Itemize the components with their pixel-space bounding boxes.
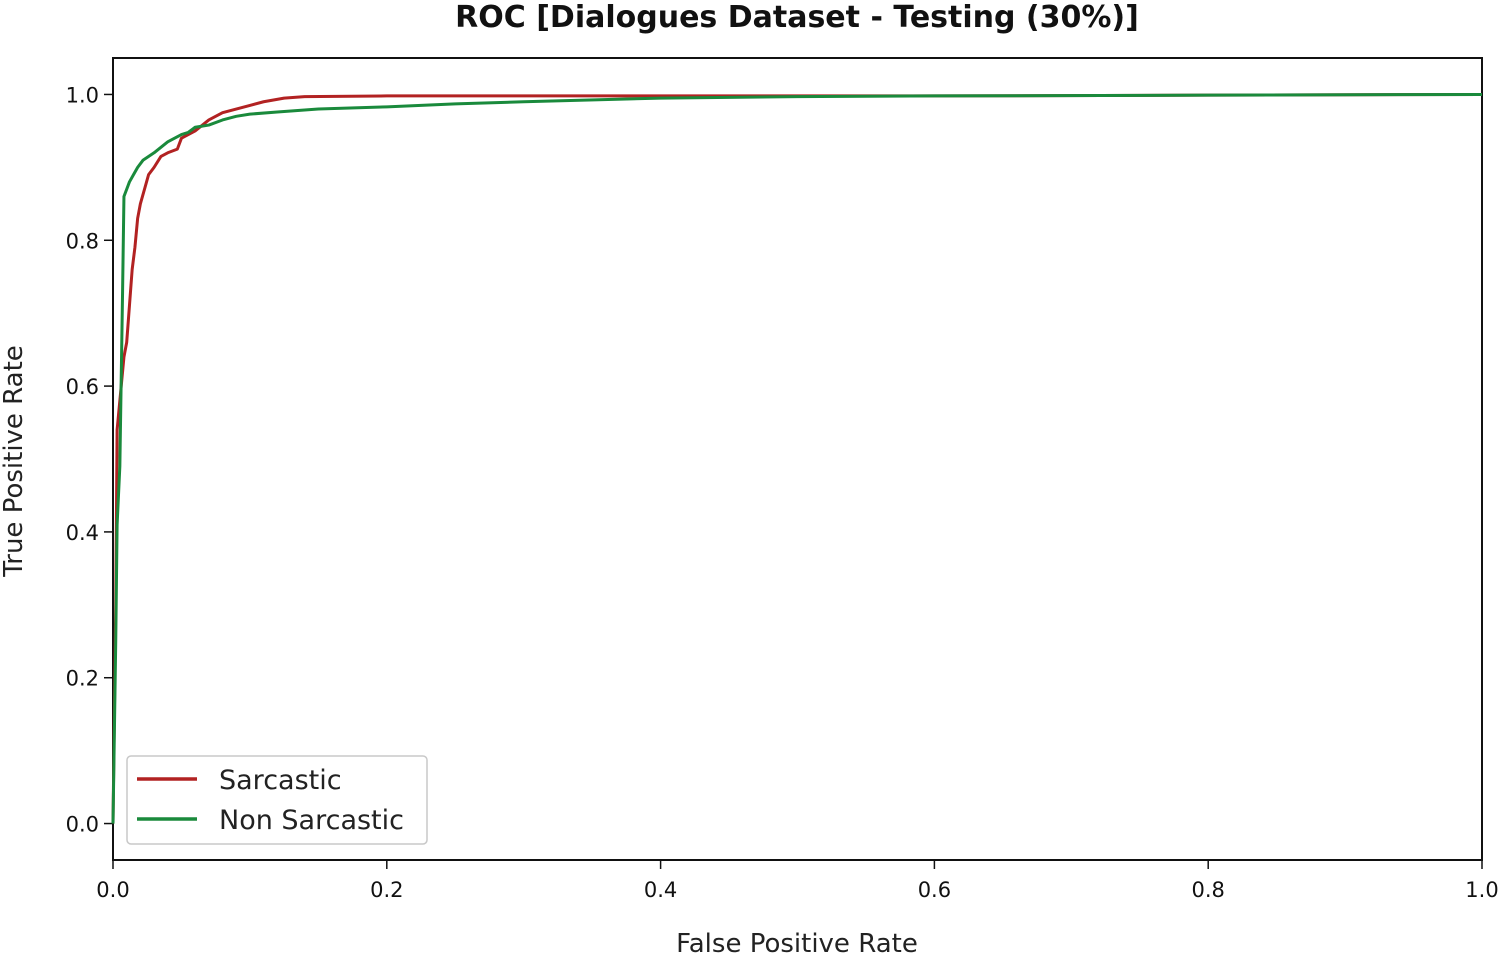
series-line-non-sarcastic [111,92,1483,824]
plot-area [112,57,1483,861]
x-tick-label: 0.6 [918,878,951,902]
legend-frame [126,755,428,845]
x-axis: 0.0 0.2 0.4 0.6 0.8 1.0 [96,860,1499,902]
legend-entry-label: Sarcastic [219,765,342,796]
x-tick-label: 0.2 [370,878,403,902]
y-tick-label: 0.2 [66,667,99,691]
x-tick-label: 0.0 [96,878,129,902]
x-axis-label: False Positive Rate [676,929,918,957]
y-tick-label: 0.0 [66,813,99,837]
y-axis: 0.0 0.2 0.4 0.6 0.8 1.0 [66,83,113,837]
series-line-sarcastic [111,92,1483,824]
x-tick-label: 0.4 [644,878,677,902]
y-tick-label: 0.8 [66,229,99,253]
x-tick-label: 0.8 [1191,878,1224,902]
legend-entry-label: Non Sarcastic [219,805,404,836]
chart-title: ROC [Dialogues Dataset - Testing (30%)] [455,0,1139,35]
y-tick-label: 0.4 [66,521,99,545]
legend: Sarcastic Non Sarcastic [126,755,428,845]
x-tick-label: 1.0 [1465,878,1498,902]
y-tick-label: 1.0 [66,83,99,107]
y-axis-label: True Positive Rate [0,345,29,578]
y-tick-label: 0.6 [66,375,99,399]
series-layer [111,92,1483,824]
